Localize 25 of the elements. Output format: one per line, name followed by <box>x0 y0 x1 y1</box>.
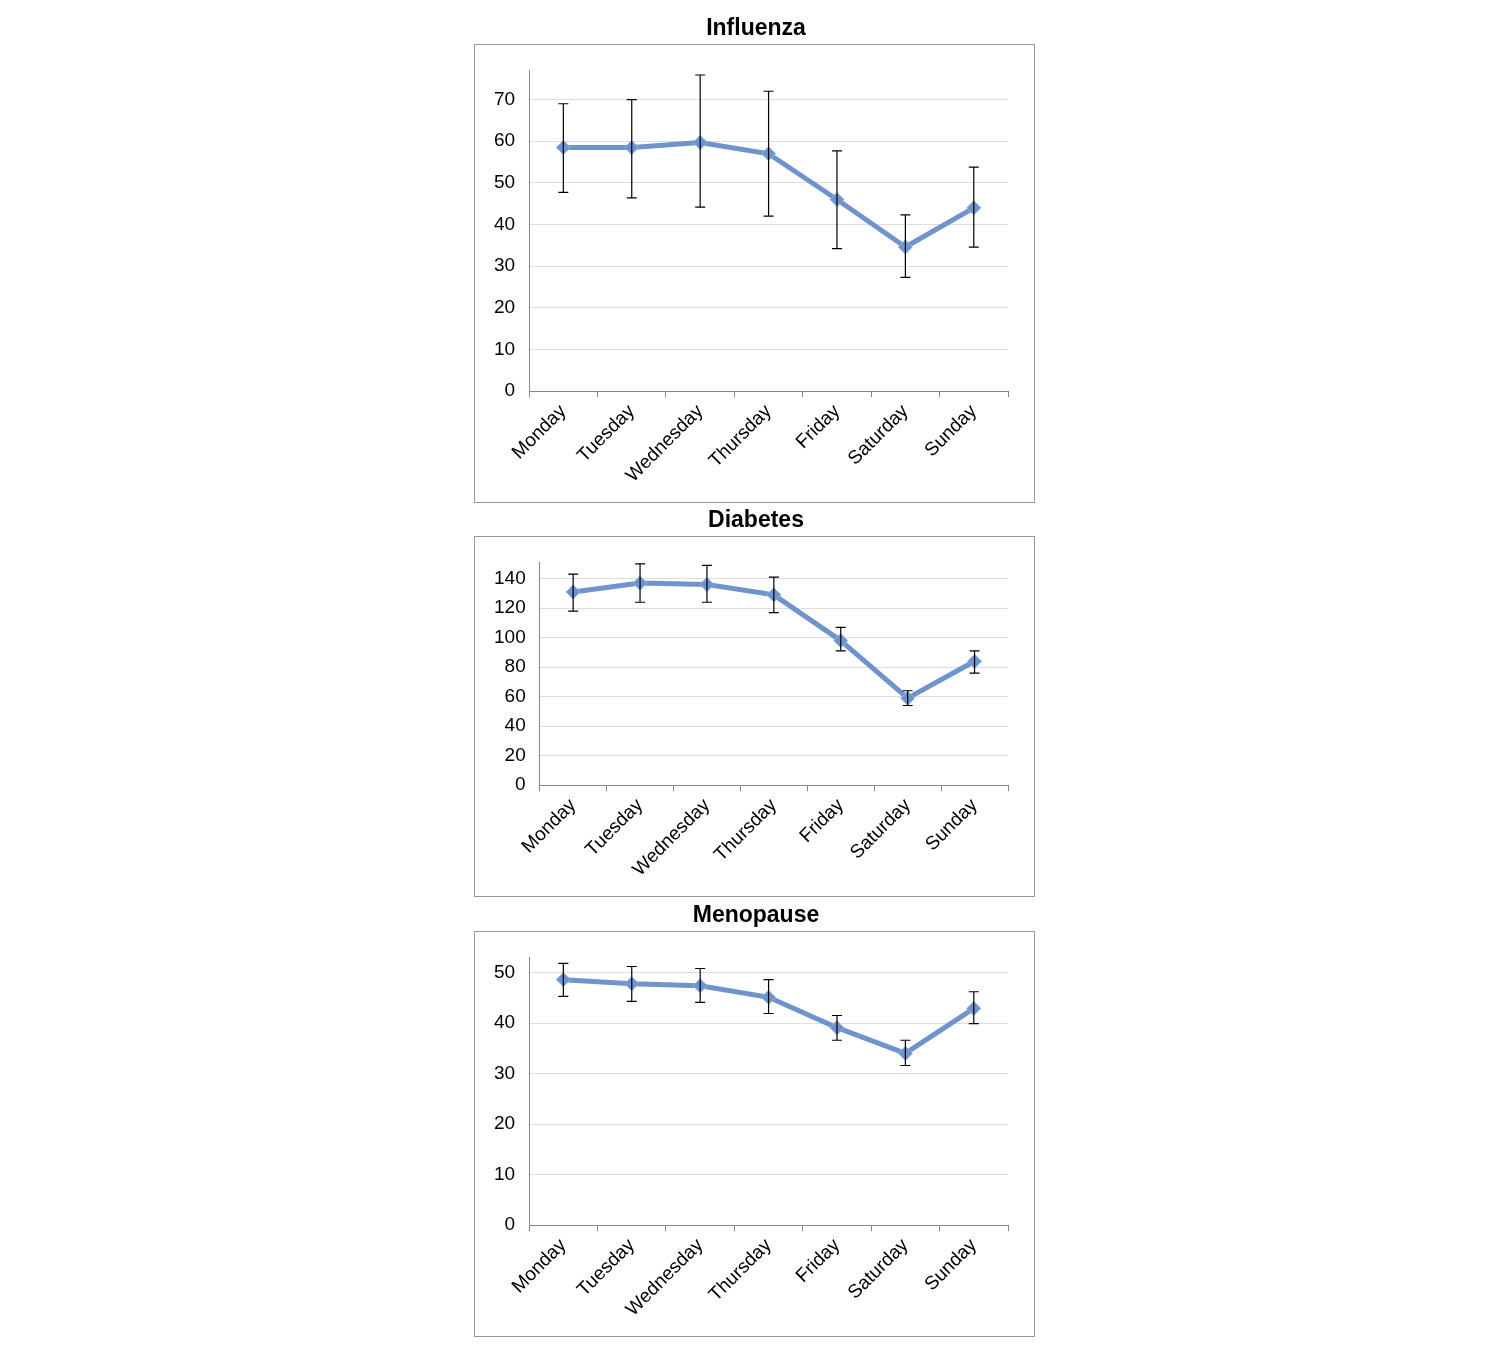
y-tick-label: 40 <box>493 1011 516 1033</box>
y-tick-label: 120 <box>494 596 526 618</box>
y-tick-label: 0 <box>504 1213 516 1235</box>
y-tick-label: 0 <box>504 379 516 401</box>
y-tick-label: 60 <box>504 684 526 706</box>
y-tick-label: 60 <box>493 129 516 151</box>
y-tick-label: 30 <box>493 254 516 276</box>
y-tick-label: 50 <box>493 960 516 982</box>
y-tick-label: 0 <box>515 773 526 795</box>
y-tick-label: 140 <box>494 566 526 588</box>
y-tick-label: 40 <box>504 714 526 736</box>
y-tick-label: 50 <box>493 171 516 193</box>
y-tick-label: 40 <box>493 212 516 234</box>
y-tick-label: 20 <box>504 743 526 765</box>
y-tick-label: 10 <box>493 337 516 359</box>
y-tick-label: 10 <box>493 1162 516 1184</box>
chart-title: Menopause <box>691 901 821 929</box>
chart-title: Diabetes <box>707 506 805 534</box>
y-tick-label: 20 <box>493 1112 516 1134</box>
y-tick-label: 100 <box>494 625 526 647</box>
y-tick-label: 80 <box>504 655 526 677</box>
chart-title: Influenza <box>705 14 807 42</box>
y-tick-label: 70 <box>493 87 516 109</box>
y-tick-label: 20 <box>493 296 516 318</box>
y-tick-label: 30 <box>493 1061 516 1083</box>
